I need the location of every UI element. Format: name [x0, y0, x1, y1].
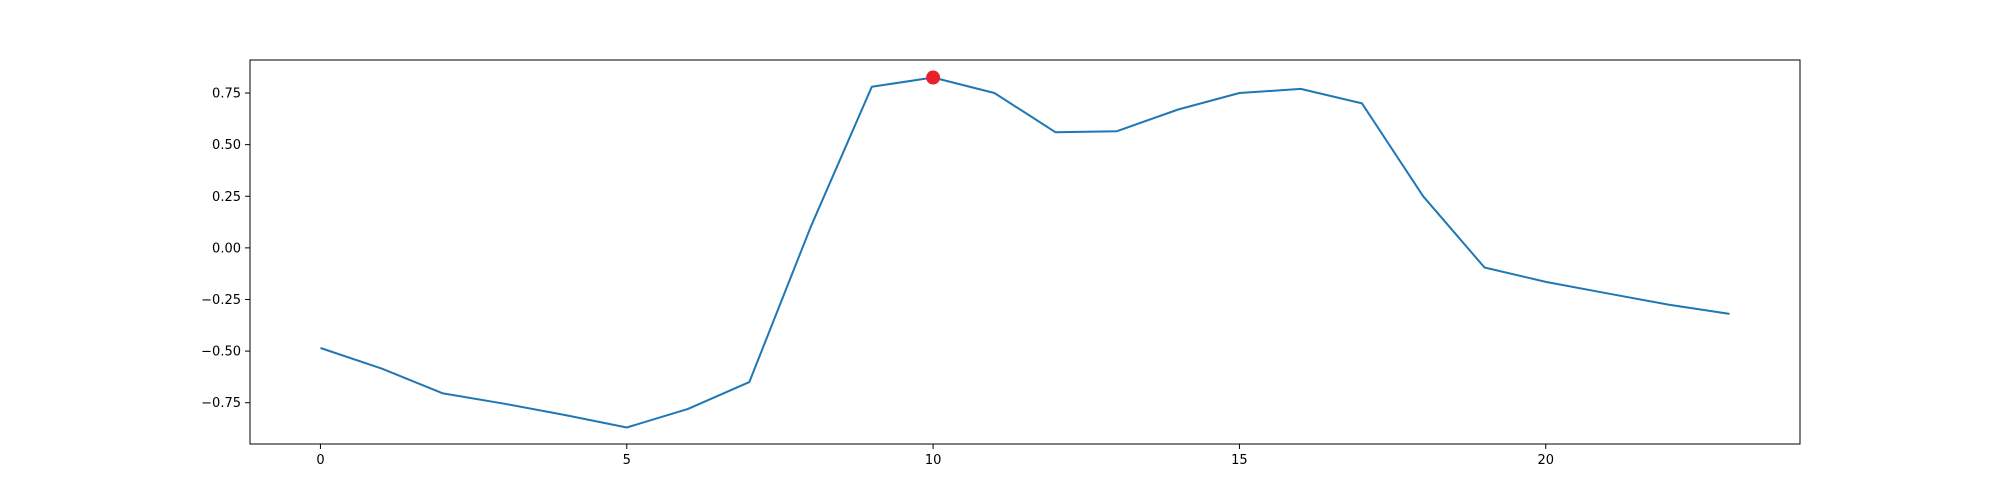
x-tick-label: 5	[623, 453, 631, 468]
y-tick-label: −0.50	[201, 345, 241, 360]
x-tick-label: 10	[925, 453, 942, 468]
y-tick-label: −0.75	[201, 396, 241, 411]
y-tick-label: 0.75	[212, 87, 241, 102]
y-tick-label: −0.25	[201, 293, 241, 308]
plot-frame	[249, 59, 1801, 445]
x-tick-label: 15	[1231, 453, 1248, 468]
x-tick-label: 0	[316, 453, 324, 468]
highlight-marker	[926, 70, 941, 85]
y-tick-label: 0.25	[212, 190, 241, 205]
x-tick-label: 20	[1537, 453, 1554, 468]
series-line-0	[320, 76, 1730, 429]
y-tick-label: 0.00	[212, 241, 241, 256]
y-tick-label: 0.50	[212, 138, 241, 153]
